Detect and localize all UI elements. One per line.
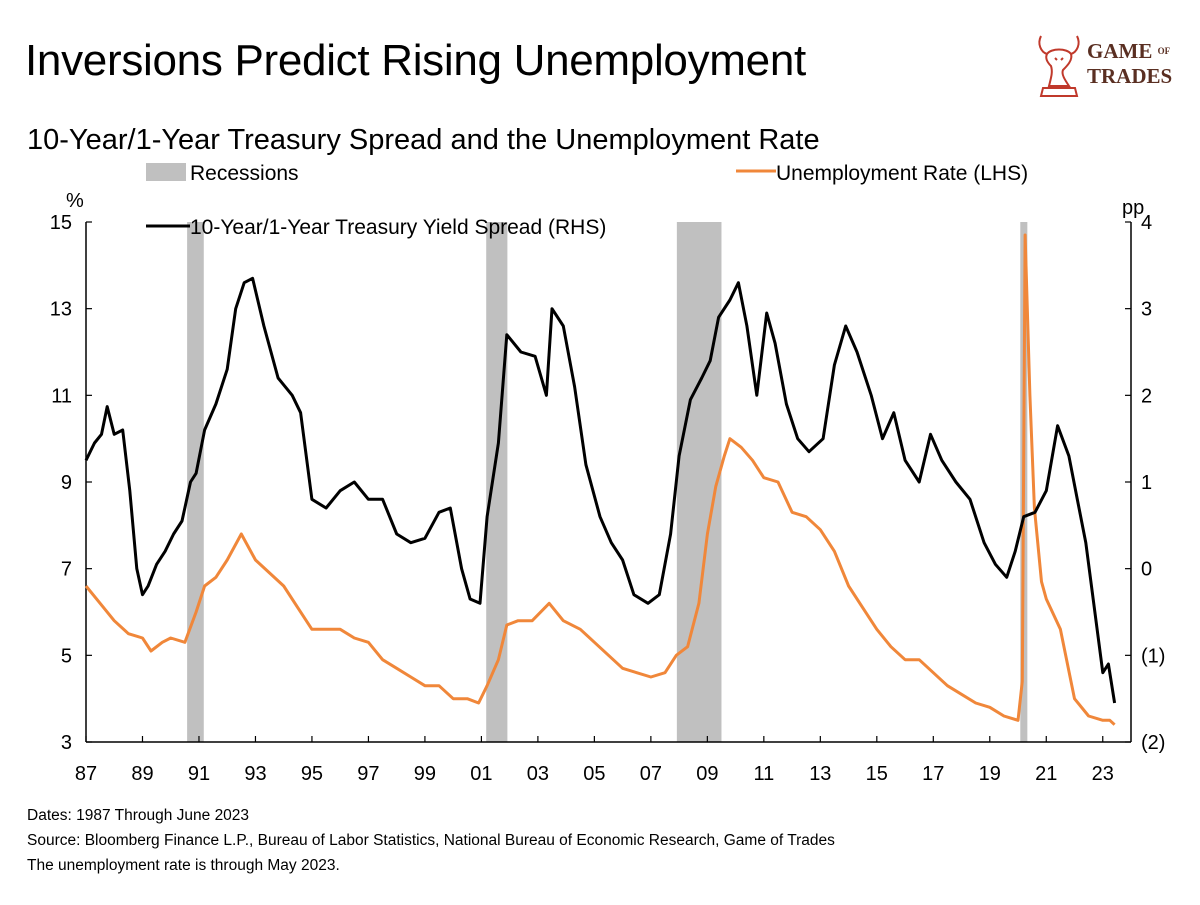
left-tick-label: 15 <box>50 212 72 234</box>
x-tick-label: 95 <box>301 763 323 785</box>
logo-word-trades: TRADES <box>1087 64 1173 88</box>
x-tick-label: 87 <box>75 763 97 785</box>
logo-wordmark: GAME OF TRADES <box>1087 40 1172 87</box>
x-tick-label: 15 <box>866 763 888 785</box>
x-tick-label: 97 <box>357 763 379 785</box>
x-tick-label: 99 <box>414 763 436 785</box>
chart-notes: Dates: 1987 Through June 2023 Source: Bl… <box>27 803 835 878</box>
right-tick-label: (2) <box>1141 732 1165 754</box>
x-tick-label: 07 <box>640 763 662 785</box>
x-tick-label: 23 <box>1092 763 1114 785</box>
left-tick-label: 11 <box>51 385 72 407</box>
legend-spread-label: 10-Year/1-Year Treasury Yield Spread (RH… <box>190 216 606 239</box>
legend-recessions-label: Recessions <box>190 162 299 185</box>
game-of-trades-logo: GAME OF TRADES <box>1033 30 1183 106</box>
chart-subtitle: 10-Year/1-Year Treasury Spread and the U… <box>27 124 820 156</box>
chart-title: Inversions Predict Rising Unemployment <box>25 36 806 85</box>
x-tick-label: 05 <box>583 763 605 785</box>
left-tick-label: 13 <box>50 299 72 321</box>
right-tick-label: 4 <box>1141 212 1152 234</box>
left-axis-unit: % <box>66 190 84 212</box>
logo-word-game: GAME <box>1087 39 1153 63</box>
x-tick-label: 11 <box>753 763 774 785</box>
recession-band <box>187 222 204 742</box>
notes-source: Source: Bloomberg Finance L.P., Bureau o… <box>27 832 835 849</box>
x-tick-label: 91 <box>188 763 210 785</box>
unemployment-rate-line <box>84 233 1116 726</box>
legend-recessions-swatch <box>146 163 186 181</box>
left-tick-label: 5 <box>61 645 72 667</box>
right-tick-label: 1 <box>1141 472 1152 494</box>
x-tick-label: 93 <box>244 763 266 785</box>
legend-unemployment-label: Unemployment Rate (LHS) <box>776 162 1028 185</box>
notes-dates: Dates: 1987 Through June 2023 <box>27 807 250 824</box>
left-tick-label: 7 <box>61 559 72 581</box>
logo-word-of: OF <box>1157 46 1171 56</box>
right-axis-unit: pp <box>1122 197 1144 219</box>
x-tick-label: 89 <box>131 763 153 785</box>
right-tick-label: 3 <box>1141 299 1152 321</box>
x-tick-label: 19 <box>979 763 1001 785</box>
left-tick-label: 9 <box>61 472 72 494</box>
recession-band <box>676 222 722 742</box>
notes-footnote: The unemployment rate is through May 202… <box>27 857 340 874</box>
x-tick-label: 03 <box>527 763 549 785</box>
x-tick-label: 21 <box>1035 763 1057 785</box>
treasury-spread-line <box>84 276 1117 704</box>
x-tick-label: 13 <box>809 763 831 785</box>
x-tick-label: 09 <box>696 763 718 785</box>
x-tick-label: 01 <box>470 763 492 785</box>
bull-knight-logo-icon <box>1038 35 1080 97</box>
left-tick-label: 3 <box>61 732 72 754</box>
recession-band <box>486 222 508 742</box>
x-tick-label: 17 <box>922 763 944 785</box>
right-tick-label: (1) <box>1141 645 1165 667</box>
right-tick-label: 2 <box>1141 385 1152 407</box>
right-tick-label: 0 <box>1141 559 1152 581</box>
